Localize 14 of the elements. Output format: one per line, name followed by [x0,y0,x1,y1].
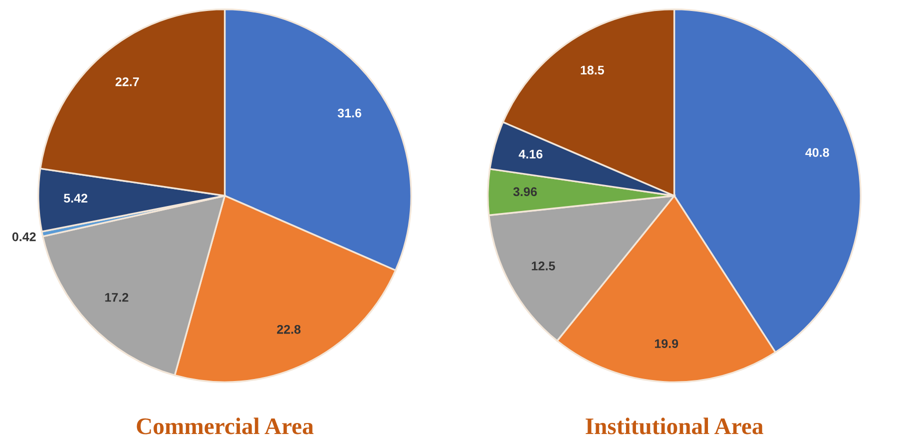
data-label: 31.6 [338,108,362,118]
data-label: 22.7 [116,77,139,86]
data-label: 12.5 [532,262,556,270]
data-label: 0.42 [12,232,36,242]
data-label: 18.5 [580,66,604,75]
data-label: 19.9 [654,339,678,348]
text: Commercial Area [136,418,314,434]
text: Institutional Area [586,418,764,434]
data-label: 17.2 [105,292,128,302]
data-label: 3.96 [513,187,537,196]
data-label: 4.16 [518,150,542,159]
data-label: 40.8 [805,148,830,157]
data-label: 5.42 [64,194,88,203]
data-label: 22.8 [277,324,301,334]
